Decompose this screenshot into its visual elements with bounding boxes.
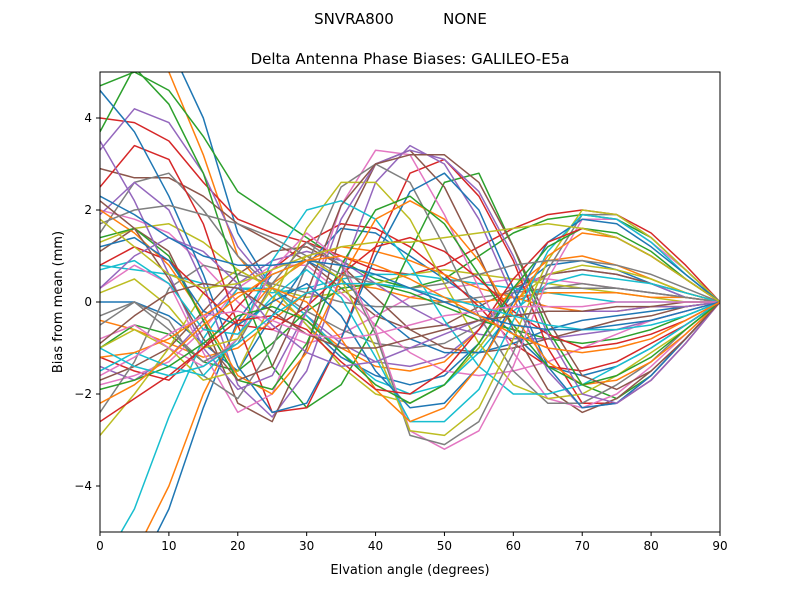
y-axis-label: Bias from mean (mm) xyxy=(51,231,66,373)
y-tick-label: 0 xyxy=(84,295,92,309)
x-tick-label: 30 xyxy=(299,539,314,553)
series-line-s33 xyxy=(100,195,720,391)
series-line-s18 xyxy=(100,264,720,413)
x-tick-label: 50 xyxy=(437,539,452,553)
chart-title: Delta Antenna Phase Biases: GALILEO-E5a xyxy=(251,50,570,68)
series-line-s30 xyxy=(100,200,720,395)
series-line-s47 xyxy=(100,301,720,377)
x-axis: 0 10 20 30 40 50 60 70 80 90 xyxy=(96,532,728,553)
series-line-s46 xyxy=(100,282,720,349)
series-line-s12 xyxy=(100,282,720,358)
y-tick-label: −2 xyxy=(74,387,92,401)
series-line-s43 xyxy=(100,227,720,404)
y-tick-label: −4 xyxy=(74,479,92,493)
series-line-s45 xyxy=(100,236,720,368)
series-line-s34 xyxy=(100,236,720,349)
x-tick-label: 70 xyxy=(575,539,590,553)
suptitle-left: SNVRA800 xyxy=(314,10,394,28)
series-line-s51 xyxy=(100,195,720,331)
x-axis-label: Elvation angle (degrees) xyxy=(330,563,489,578)
series-line-s41 xyxy=(100,218,720,409)
x-tick-label: 20 xyxy=(230,539,245,553)
x-tick-label: 80 xyxy=(643,539,658,553)
y-axis: −4 −2 0 2 4 xyxy=(74,111,100,493)
series-line-s36 xyxy=(100,154,720,391)
x-tick-label: 60 xyxy=(506,539,521,553)
x-tick-label: 40 xyxy=(368,539,383,553)
series-layer xyxy=(100,72,720,532)
series-line-s52 xyxy=(100,255,720,404)
suptitle-right: NONE xyxy=(443,10,487,28)
y-tick-label: 4 xyxy=(84,111,92,125)
x-tick-label: 10 xyxy=(161,539,176,553)
x-tick-label: 90 xyxy=(712,539,727,553)
x-tick-label: 0 xyxy=(96,539,104,553)
y-tick-label: 2 xyxy=(84,203,92,217)
series-line-s49 xyxy=(100,218,720,303)
